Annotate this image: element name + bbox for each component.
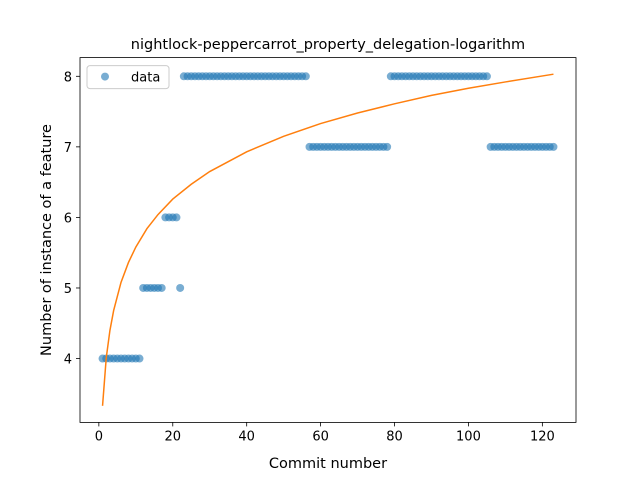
x-tick-label: 100 <box>456 429 481 444</box>
x-tick-label: 60 <box>312 429 329 444</box>
x-tick-label: 120 <box>530 429 555 444</box>
y-tick-label: 5 <box>64 282 72 297</box>
y-axis-label: Number of instance of a feature <box>39 124 55 356</box>
x-axis-label: Commit number <box>269 456 387 472</box>
legend-box <box>86 65 170 90</box>
data-point <box>482 72 491 81</box>
data-point <box>383 142 392 151</box>
data-point <box>301 72 310 81</box>
y-tick-label: 8 <box>64 70 72 85</box>
data-point <box>549 142 558 151</box>
y-tick-label: 4 <box>64 353 72 368</box>
fit-line <box>101 73 554 406</box>
x-tick-label: 0 <box>95 429 103 444</box>
legend-label: data <box>131 71 160 86</box>
chart-title: nightlock-peppercarrot_property_delegati… <box>131 37 525 53</box>
legend-marker <box>101 72 109 81</box>
data-point <box>172 213 181 222</box>
plot-frame <box>79 57 577 423</box>
x-tick-label: 20 <box>164 429 181 444</box>
y-tick-label: 7 <box>64 141 72 156</box>
data-point <box>176 283 185 292</box>
data-point <box>157 283 166 292</box>
x-tick-label: 40 <box>238 429 255 444</box>
data-point <box>135 354 144 363</box>
x-tick-label: 80 <box>386 429 403 444</box>
y-tick-label: 6 <box>64 211 72 226</box>
